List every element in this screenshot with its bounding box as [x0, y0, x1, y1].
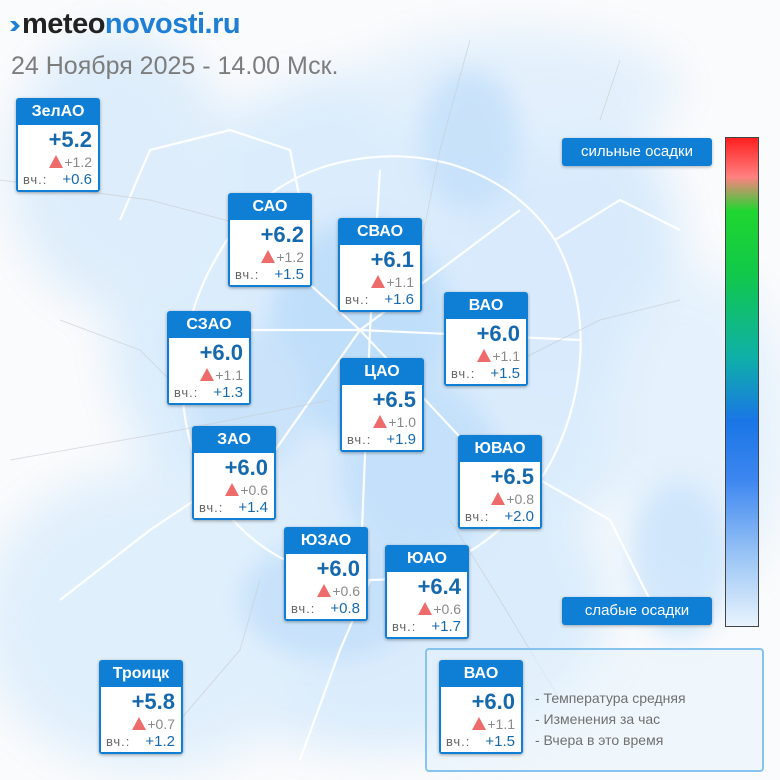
district-card-tsao: ЦАО +6.5 +1.0 вч.: +1.9 [340, 358, 424, 452]
district-yesterday: +0.8 [330, 600, 360, 617]
district-name: САО [252, 198, 288, 215]
district-change: +0.7 [147, 716, 175, 732]
yesterday-label: вч.: [235, 267, 260, 282]
rise-triangle-icon [373, 415, 388, 428]
district-yesterday: +1.5 [490, 365, 520, 382]
district-yesterday: +1.6 [384, 291, 414, 308]
district-change: +1.0 [388, 414, 416, 430]
district-temp: +6.5 [490, 464, 534, 489]
rise-triangle-icon [132, 717, 147, 730]
district-card-troitsk: Троицк +5.8 +0.7 вч.: +1.2 [99, 660, 183, 754]
rise-triangle-icon [200, 368, 215, 381]
logo-mark-icon [10, 21, 20, 31]
district-temp: +5.8 [131, 689, 175, 714]
rise-triangle-icon [418, 602, 433, 615]
yesterday-label: вч.: [465, 509, 490, 524]
rise-triangle-icon [225, 483, 240, 496]
district-temp: +6.0 [199, 340, 243, 365]
district-temp: +6.0 [476, 321, 520, 346]
district-change: +1.1 [215, 367, 243, 383]
yesterday-label: вч.: [174, 385, 199, 400]
rise-triangle-icon [261, 250, 276, 263]
district-yesterday: +1.2 [145, 733, 175, 750]
rise-triangle-icon [472, 717, 487, 730]
roads [0, 39, 681, 721]
district-name: ЦАО [364, 363, 400, 380]
rise-triangle-icon [491, 492, 506, 505]
district-name: ВАО [468, 297, 504, 314]
district-temp: +6.1 [370, 247, 414, 272]
district-change: +0.6 [433, 601, 461, 617]
rise-triangle-icon [317, 584, 332, 597]
yesterday-label: вч.: [345, 292, 370, 307]
district-temp: +6.0 [471, 689, 515, 714]
precip-scale-bottom-label: слабые осадки [562, 597, 712, 625]
yesterday-label: вч.: [23, 172, 48, 187]
district-change: +1.1 [487, 716, 515, 732]
district-card-zelao: ЗелАО +5.2 +1.2 вч.: +0.6 [16, 98, 100, 192]
brand-part-1: meteo [22, 8, 105, 40]
district-card-yuvao: ЮВАО +6.5 +0.8 вч.: +2.0 [458, 435, 542, 529]
district-yesterday: +1.9 [386, 431, 416, 448]
district-change: +0.6 [240, 482, 268, 498]
district-card-szao: СЗАО +6.0 +1.1 вч.: +1.3 [167, 311, 251, 405]
district-temp: +6.0 [316, 556, 360, 581]
district-change: +1.1 [492, 348, 520, 364]
district-yesterday: +1.5 [485, 733, 515, 750]
rise-triangle-icon [371, 275, 386, 288]
district-yesterday: +1.3 [213, 384, 243, 401]
district-name: СЗАО [186, 316, 232, 333]
rise-triangle-icon [49, 155, 64, 168]
legend-line-yesterday: - Вчера в это время [535, 732, 664, 748]
district-change: +1.2 [64, 154, 92, 170]
district-yesterday: +2.0 [504, 508, 534, 525]
district-name: СВАО [356, 223, 404, 240]
district-name: ЗелАО [31, 103, 85, 120]
district-change: +0.8 [506, 491, 534, 507]
district-card-svao: СВАО +6.1 +1.1 вч.: +1.6 [338, 218, 422, 312]
district-temp: +6.4 [417, 574, 461, 599]
legend-line-average-temp: - Температура средняя [535, 690, 686, 706]
district-name: Троицк [112, 665, 170, 682]
brand-logo: meteonovosti.ru [10, 6, 241, 42]
district-card-zao: ЗАО +6.0 +0.6 вч.: +1.4 [192, 426, 276, 520]
date-time-label: 24 Ноября 2025 - 14.00 Мск. [11, 52, 339, 80]
yesterday-label: вч.: [446, 734, 471, 749]
district-yesterday: +0.6 [62, 171, 92, 188]
district-temp: +6.0 [224, 455, 268, 480]
district-change: +0.6 [332, 583, 360, 599]
precipitation-color-scale [725, 137, 759, 627]
district-yesterday: +1.5 [274, 266, 304, 283]
yesterday-label: вч.: [106, 734, 131, 749]
district-card-yuao: ЮАО +6.4 +0.6 вч.: +1.7 [385, 545, 469, 639]
district-card-yuzao: ЮЗАО +6.0 +0.6 вч.: +0.8 [284, 527, 368, 621]
legend-example-card: ВАО +6.0 +1.1 вч.: +1.5 [439, 660, 523, 754]
yesterday-label: вч.: [347, 432, 372, 447]
district-temp: +6.2 [260, 222, 304, 247]
district-yesterday: +1.7 [431, 618, 461, 635]
district-temp: +5.2 [48, 127, 92, 152]
brand-part-2: novosti.ru [104, 8, 241, 40]
district-name: ЮАО [407, 550, 447, 567]
legend-line-hourly-change: - Изменения за час [535, 711, 661, 727]
rise-triangle-icon [477, 349, 492, 362]
legend-descriptions: - Температура средняя - Изменения за час… [535, 688, 686, 751]
district-name: ВАО [463, 665, 499, 682]
yesterday-label: вч.: [291, 601, 316, 616]
district-yesterday: +1.4 [238, 499, 268, 516]
precip-scale-top-label: сильные осадки [562, 138, 712, 166]
legend-box: ВАО +6.0 +1.1 вч.: +1.5 - Температура сре… [425, 648, 764, 772]
district-name: ЮЗАО [300, 532, 352, 549]
district-temp: +6.5 [372, 387, 416, 412]
yesterday-label: вч.: [199, 500, 224, 515]
district-card-sao: САО +6.2 +1.2 вч.: +1.5 [228, 193, 312, 287]
yesterday-label: вч.: [451, 366, 476, 381]
district-card-vao: ВАО +6.0 +1.1 вч.: +1.5 [444, 292, 528, 386]
district-change: +1.1 [386, 274, 414, 290]
district-name: ЮВАО [474, 440, 526, 457]
yesterday-label: вч.: [392, 619, 417, 634]
district-name: ЗАО [217, 431, 251, 448]
district-change: +1.2 [276, 249, 304, 265]
